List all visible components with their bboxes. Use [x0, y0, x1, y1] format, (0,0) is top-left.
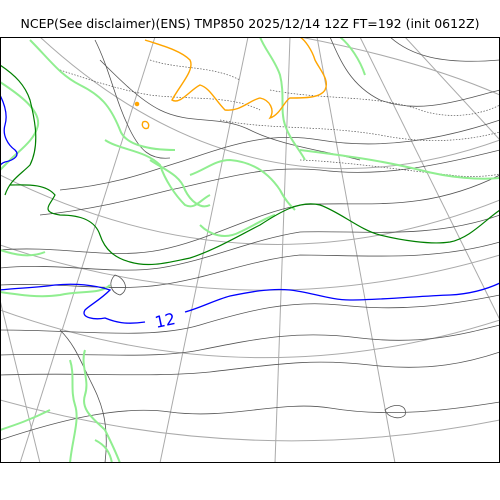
- isotherm: [110, 274, 126, 296]
- coastline: [339, 37, 366, 76]
- coastline: [199, 214, 276, 237]
- isotherm: [0, 324, 500, 356]
- map-canvas: 12: [0, 37, 500, 463]
- latitude-line: [0, 244, 500, 291]
- isotherm: [0, 294, 500, 334]
- isotherm: [329, 37, 500, 107]
- isotherm: [149, 59, 241, 81]
- weather-map: 12: [0, 37, 500, 463]
- coastline: [149, 159, 211, 208]
- isotherm: [0, 283, 146, 324]
- isotherm: [269, 89, 500, 116]
- isotherm: [59, 119, 500, 191]
- isotherm: [219, 119, 500, 141]
- isotherm-orange: [134, 37, 327, 130]
- longitude-line: [0, 299, 41, 463]
- isotherm-blue: [0, 94, 500, 324]
- coastline: [82, 349, 121, 463]
- map-title: NCEP(See disclaimer)(ENS) TMP850 2025/12…: [20, 16, 480, 31]
- coastline: [259, 37, 306, 161]
- coastline: [189, 158, 296, 211]
- isotherm-green: [0, 64, 500, 266]
- isotherm: [9, 184, 500, 266]
- longitude-line: [19, 37, 156, 463]
- map-frame: [0, 37, 500, 463]
- isotherm: [384, 405, 406, 419]
- coastline: [94, 439, 113, 463]
- isotherm: [0, 214, 500, 271]
- longitude-line: [316, 37, 396, 463]
- latitude-line: [299, 37, 500, 96]
- coastline: [299, 149, 500, 180]
- isotherm: [144, 37, 327, 120]
- contour-label: 12: [153, 309, 177, 332]
- coastline: [0, 284, 111, 298]
- longitude-line: [359, 37, 500, 321]
- coastline: [0, 249, 46, 257]
- isotherm: [0, 401, 500, 441]
- isotherm: [184, 282, 500, 313]
- isotherm: [94, 39, 171, 159]
- isotherm: [0, 351, 500, 376]
- isotherm: [141, 120, 150, 130]
- isotherm: [0, 64, 37, 196]
- isotherms-minor: [0, 37, 500, 463]
- latitude-line: [0, 399, 500, 442]
- longitude-line: [274, 37, 291, 463]
- coastline: [69, 359, 78, 463]
- isotherm: [389, 37, 500, 62]
- isotherm: [0, 94, 18, 167]
- coastlines: [0, 37, 500, 463]
- coastline: [29, 39, 176, 151]
- latitude-line: [39, 37, 500, 170]
- coastline: [0, 409, 51, 431]
- contour-label-group: 12: [153, 309, 177, 332]
- longitude-line: [159, 37, 249, 463]
- graticule: [0, 37, 500, 463]
- isotherm: [59, 69, 261, 111]
- isotherm: [0, 241, 500, 288]
- isotherm: [39, 149, 500, 216]
- isotherm-point: [134, 101, 140, 107]
- latitude-line: [0, 174, 500, 245]
- isotherm: [0, 174, 500, 254]
- coastline: [0, 81, 40, 171]
